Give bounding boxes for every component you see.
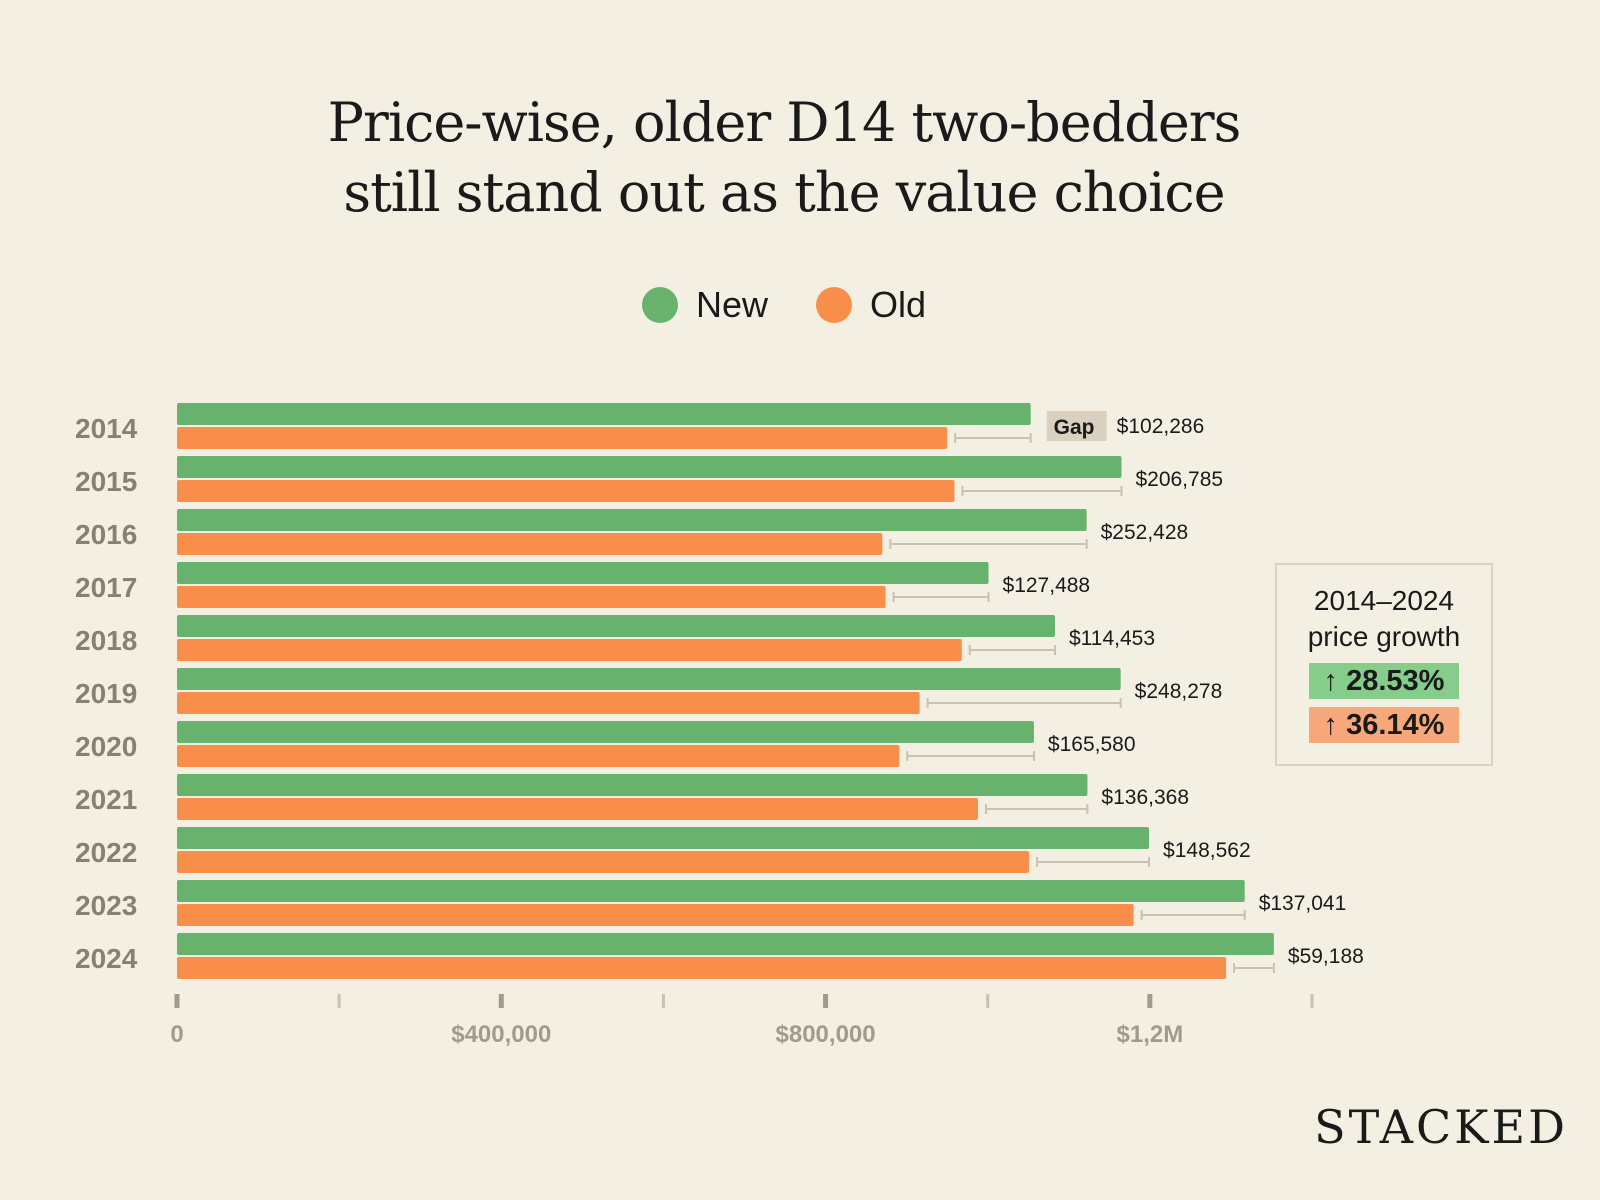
growth-box: 2014–2024 price growth ↑ 28.53% ↑ 36.14% bbox=[1275, 563, 1493, 766]
x-tick-label: $400,000 bbox=[451, 1021, 551, 1048]
legend-label-new: New bbox=[695, 284, 768, 325]
old-growth-badge: ↑ 36.14% bbox=[1309, 707, 1459, 743]
bar-old bbox=[177, 745, 900, 767]
year-label: 2022 bbox=[75, 837, 137, 868]
year-label: 2014 bbox=[75, 413, 138, 444]
bar-new bbox=[177, 509, 1087, 531]
year-label: 2015 bbox=[75, 466, 137, 497]
bar-old bbox=[177, 851, 1030, 873]
bar-old bbox=[177, 639, 962, 661]
gap-value-label: $59,188 bbox=[1288, 945, 1364, 968]
bar-old bbox=[177, 427, 948, 449]
gap-value-label: $127,488 bbox=[1003, 574, 1091, 597]
bar-new bbox=[177, 774, 1088, 796]
bar-new bbox=[177, 403, 1031, 425]
year-label: 2023 bbox=[75, 890, 137, 921]
year-label: 2024 bbox=[75, 943, 138, 974]
bar-new bbox=[177, 933, 1274, 955]
bar-old bbox=[177, 798, 978, 820]
gap-value-label: $102,286 bbox=[1117, 415, 1205, 438]
gap-value-label: $137,041 bbox=[1259, 892, 1347, 915]
legend-dot-new bbox=[641, 287, 678, 323]
new-growth-badge: ↑ 28.53% bbox=[1309, 663, 1459, 699]
gap-value-label: $136,368 bbox=[1101, 786, 1189, 809]
title-line-2: still stand out as the value choice bbox=[343, 161, 1225, 224]
bar-old bbox=[177, 586, 886, 608]
year-label: 2020 bbox=[75, 731, 137, 762]
legend: New Old bbox=[0, 284, 1568, 326]
bar-new bbox=[177, 721, 1034, 743]
bar-old bbox=[177, 692, 920, 714]
bar-new bbox=[177, 880, 1245, 902]
gap-value-label: $252,428 bbox=[1101, 521, 1189, 544]
gap-badge bbox=[1046, 411, 1107, 441]
gap-value-label: $148,562 bbox=[1163, 839, 1251, 862]
x-tick-label: 0 bbox=[170, 1021, 183, 1048]
legend-label-old: Old bbox=[870, 284, 927, 325]
gap-badge-label: Gap bbox=[1054, 416, 1095, 439]
bar-new bbox=[177, 615, 1056, 637]
year-label: 2018 bbox=[75, 625, 137, 656]
bar-old bbox=[177, 904, 1134, 926]
gap-value-label: $165,580 bbox=[1048, 733, 1136, 756]
chart-title: Price-wise, older D14 two-bedders still … bbox=[0, 88, 1568, 228]
x-tick-label: $800,000 bbox=[776, 1021, 876, 1048]
legend-item-new: New bbox=[641, 284, 768, 326]
bar-new bbox=[177, 456, 1122, 478]
growth-title-line-1: 2014–2024 bbox=[1313, 585, 1455, 616]
bar-old bbox=[177, 957, 1227, 979]
gap-value-label: $206,785 bbox=[1135, 468, 1223, 491]
title-line-1: Price-wise, older D14 two-bedders bbox=[327, 91, 1242, 154]
x-tick-label: $1,2M bbox=[1117, 1021, 1184, 1048]
bar-old bbox=[177, 480, 955, 502]
legend-item-old: Old bbox=[816, 284, 926, 326]
year-label: 2017 bbox=[75, 572, 137, 603]
bar-new bbox=[177, 827, 1150, 849]
growth-title-line-2: price growth bbox=[1307, 621, 1461, 652]
year-label: 2021 bbox=[75, 784, 137, 815]
bar-old bbox=[177, 533, 883, 555]
brand-logo: STACKED bbox=[1314, 1100, 1568, 1154]
gap-value-label: $114,453 bbox=[1069, 627, 1155, 650]
year-label: 2016 bbox=[75, 519, 137, 550]
bar-new bbox=[177, 562, 989, 584]
year-label: 2019 bbox=[75, 678, 137, 709]
growth-title: 2014–2024 price growth bbox=[1277, 583, 1491, 655]
gap-value-label: $248,278 bbox=[1135, 680, 1223, 703]
legend-dot-old bbox=[816, 287, 852, 323]
bar-new bbox=[177, 668, 1121, 690]
